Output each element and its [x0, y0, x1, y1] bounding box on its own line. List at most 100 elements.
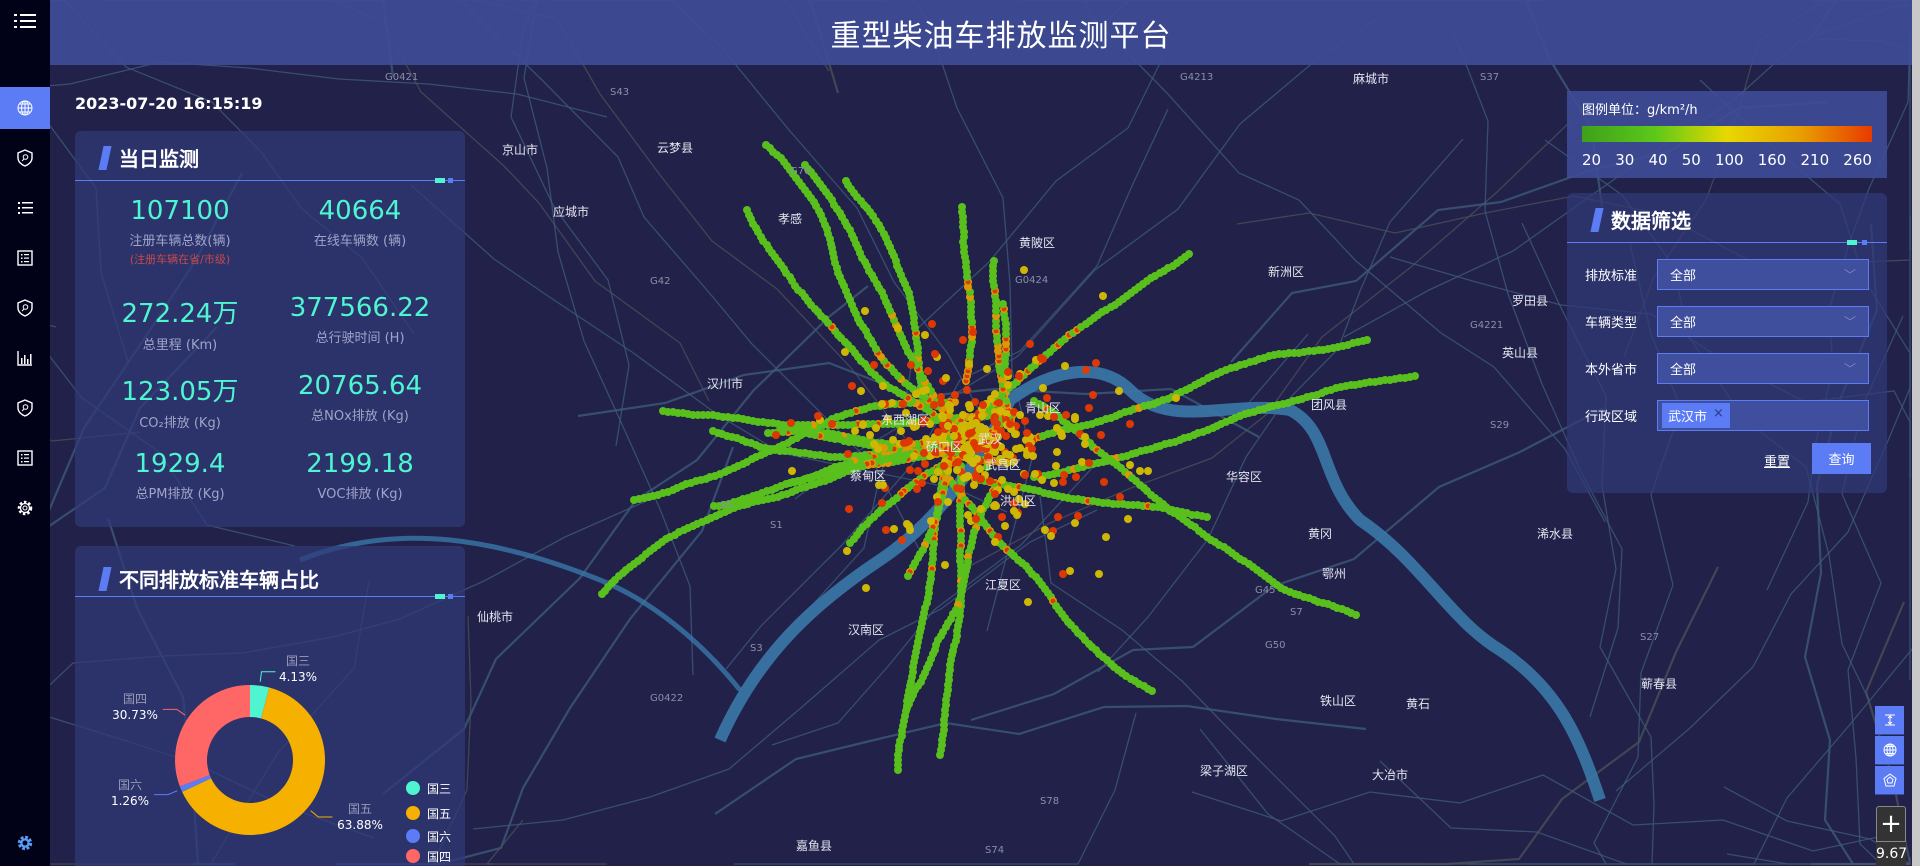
region-tag: 武汉市 ×: [1662, 403, 1730, 428]
stat-value: 272.24万: [121, 299, 239, 329]
stat-label: 在线车辆数 (辆): [313, 234, 407, 249]
map-place-label: 云梦县: [657, 141, 694, 155]
stat-label: CO₂排放 (Kg): [139, 416, 221, 431]
map-road: [794, 9, 1391, 500]
chevron-down-icon: ﹀: [1843, 362, 1856, 376]
divider: [75, 594, 465, 599]
settings-button[interactable]: [0, 822, 50, 864]
bar-chart-icon: [17, 351, 32, 366]
local-nonlocal-select[interactable]: 全部 ﹀: [1657, 353, 1869, 384]
sidebar-item-3[interactable]: [0, 237, 50, 279]
divider: [75, 178, 465, 183]
sidebar-item-5[interactable]: [0, 337, 50, 379]
data-filter-panel: 数据筛选 排放标准 全部 ﹀ 车辆类型 全部 ﹀ 本外省市 全部 ﹀ 行政区域 武汉市 × 重置…: [1567, 193, 1887, 493]
measure-distance-icon: [1884, 714, 1895, 726]
map-road-label: S1: [770, 520, 783, 531]
legend-title: 图例单位：g/km²/h: [1582, 103, 1698, 118]
stat-item: 123.05万 CO₂排放 (Kg): [90, 371, 270, 431]
map-road: [970, 407, 1605, 722]
scrollbar[interactable]: [1912, 0, 1920, 866]
map-place-label: 汉南区: [848, 623, 885, 637]
map-road-label: G4213: [1180, 72, 1214, 83]
sidebar-item-2[interactable]: [0, 187, 50, 229]
sidebar-item-7[interactable]: [0, 437, 50, 479]
measure-button[interactable]: [1875, 706, 1904, 735]
map-place-label: 青山区: [1025, 401, 1062, 415]
label-leader-line: [154, 790, 178, 796]
yangtze-river: [714, 365, 1606, 802]
map-place-label: 洪山区: [1000, 494, 1037, 508]
map-place-label: 武昌区: [985, 458, 1022, 472]
map-place-label: 江夏区: [985, 578, 1022, 592]
map-place-label: 大冶市: [1372, 768, 1409, 782]
emission-standard-select[interactable]: 全部 ﹀: [1657, 259, 1869, 290]
zoom-in-button[interactable]: +: [1876, 806, 1906, 842]
map-road-label: S37: [1480, 72, 1500, 83]
stat-value: 20765.64: [297, 371, 423, 401]
map-road-label: S7: [1290, 607, 1303, 618]
stat-item: 2199.18 VOC排放 (Kg): [270, 449, 450, 502]
stat-label: 总里程 (Km): [142, 338, 218, 353]
map-place-label: 汉川市: [707, 377, 744, 391]
sidebar-item-1[interactable]: [0, 137, 50, 179]
filter-region: 行政区域 武汉市 ×: [1585, 400, 1869, 431]
map-place-label: 孝感: [778, 212, 803, 226]
map-place-label: 新洲区: [1268, 265, 1305, 279]
map-place-label: 铁山区: [1320, 694, 1357, 708]
panel-title: 不同排放标准车辆占比: [98, 564, 319, 593]
sidebar-item-8[interactable]: [0, 487, 50, 529]
slice-category-label: 国四: [123, 692, 147, 706]
close-icon[interactable]: ×: [1713, 406, 1724, 421]
menu-toggle-button[interactable]: [0, 0, 50, 42]
datetime: 2023-07-20 16:15:19: [75, 94, 263, 113]
map-road-label: G70: [790, 166, 811, 177]
sidebar-item-4[interactable]: [0, 287, 50, 329]
header: 重型柴油车排放监测平台: [50, 0, 1912, 65]
map-road-label: S27: [1640, 632, 1660, 643]
stat-value: 2199.18: [306, 449, 414, 479]
pentagon-icon: [1882, 773, 1897, 787]
donut-slice-0[interactable]: [250, 685, 270, 719]
map-road-label: S3: [750, 643, 763, 654]
polygon-select-button[interactable]: [1875, 766, 1904, 795]
legend-tick: 100: [1714, 151, 1744, 169]
stat-item: 272.24万总里程 (Km): [90, 293, 270, 353]
map-place-label: 梁子湖区: [1200, 764, 1249, 778]
shield-search-icon: [17, 149, 33, 167]
legend-tick: 160: [1757, 151, 1787, 169]
legend-tick: 260: [1843, 151, 1872, 169]
map-place-label: 蕲春县: [1641, 677, 1678, 691]
donut-slice-2[interactable]: [179, 775, 212, 792]
shield-search-icon: [17, 399, 33, 417]
donut-slice-3[interactable]: [175, 685, 250, 787]
map-road: [459, 0, 922, 554]
label-leader-line: [162, 708, 186, 716]
legend-marker[interactable]: [406, 849, 420, 863]
sidebar-item-6[interactable]: [0, 387, 50, 429]
legend-marker[interactable]: [406, 781, 420, 795]
reset-button[interactable]: 重置: [1764, 455, 1791, 470]
emission-standard-ratio-panel: 不同排放标准车辆占比 国三 4.13% 国五 63.88% 国六 1.26% 国四 30.73…: [75, 546, 465, 866]
list-icon: [18, 202, 33, 214]
legend-label: 国六: [427, 830, 451, 844]
map-road-label: S29: [1490, 420, 1510, 431]
donut-slice-1[interactable]: [182, 687, 325, 835]
query-button[interactable]: 查询: [1812, 443, 1871, 474]
map-place-label: 麻城市: [1353, 72, 1390, 86]
map-road-label: G0421: [385, 72, 419, 83]
label-leader-line: [310, 810, 333, 818]
sidebar-item-0[interactable]: [0, 87, 50, 129]
legend-marker[interactable]: [406, 829, 420, 843]
map-road-label: G50: [1265, 640, 1286, 651]
filter-local-nonlocal: 本外省市 全部 ﹀: [1585, 353, 1869, 384]
vehicle-type-select[interactable]: 全部 ﹀: [1657, 306, 1869, 337]
page-title: 重型柴油车排放监测平台: [830, 18, 1172, 54]
stat-item: 107100 注册车辆总数(辆) (注册车辆在省/市级): [90, 196, 270, 267]
region-multiselect[interactable]: 武汉市 ×: [1657, 400, 1869, 431]
legend-marker[interactable]: [406, 806, 420, 820]
globe-view-button[interactable]: [1875, 736, 1904, 765]
legend-tick: 50: [1681, 151, 1701, 169]
map-road: [1093, 18, 1606, 523]
shield-search-icon: [17, 299, 33, 317]
